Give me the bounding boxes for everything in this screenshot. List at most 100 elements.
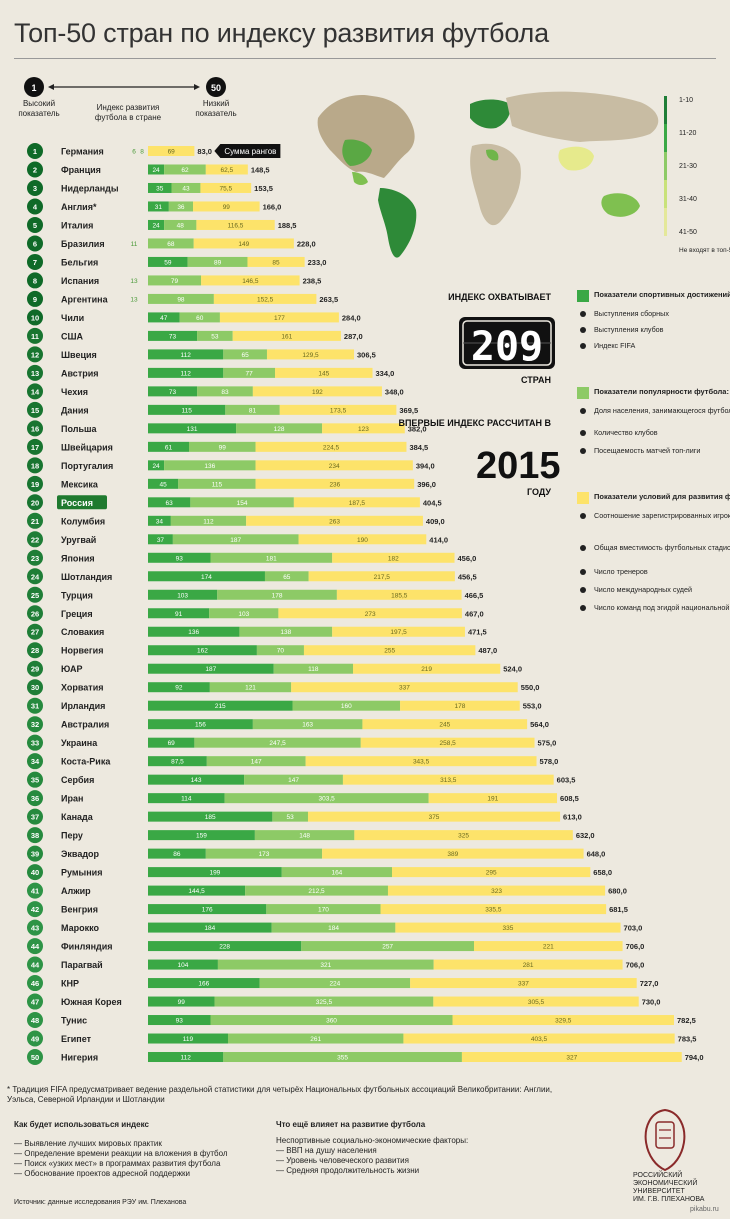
bar-conditions-segment bbox=[266, 349, 355, 360]
rank-badge bbox=[27, 790, 43, 807]
rank-number: 34 bbox=[31, 757, 40, 766]
bar-sport-segment bbox=[148, 811, 273, 822]
bar-sport-segment bbox=[148, 312, 180, 323]
page-title: Топ-50 стран по индексу развития футбола bbox=[14, 18, 549, 48]
rank-badge bbox=[27, 272, 43, 289]
bar-conditions-segment bbox=[336, 589, 462, 600]
rank-number: 37 bbox=[31, 813, 39, 822]
bar-value-label: 313,5 bbox=[440, 777, 457, 784]
map-legend-label: 31-40 bbox=[679, 196, 697, 203]
rank-badge bbox=[27, 420, 43, 437]
bar-popularity-segment bbox=[259, 978, 411, 989]
bar-value-label: 138 bbox=[280, 629, 291, 636]
total-value: 414,0 bbox=[429, 535, 448, 544]
bar-value-label: 8 bbox=[140, 149, 144, 156]
bar-value-label: 219 bbox=[421, 666, 432, 673]
rank-badge bbox=[27, 716, 43, 733]
country-name: Польша bbox=[61, 424, 97, 434]
year-number: 2015 bbox=[476, 445, 561, 487]
total-value: 287,0 bbox=[344, 332, 363, 341]
bar-popularity-segment bbox=[239, 626, 333, 637]
legend-item-icon bbox=[580, 408, 586, 414]
map-legend-swatch bbox=[664, 124, 667, 152]
legend-item-icon bbox=[580, 545, 586, 551]
bar-conditions-segment bbox=[403, 1033, 675, 1044]
bar-popularity-segment bbox=[164, 219, 197, 230]
bar-popularity-segment bbox=[214, 996, 434, 1007]
bar-popularity-segment bbox=[227, 1033, 404, 1044]
world-map bbox=[317, 91, 659, 258]
bar-value-label: 199 bbox=[209, 870, 220, 877]
bar-value-label: 34 bbox=[156, 518, 164, 525]
bar-value-label: 147 bbox=[251, 759, 262, 766]
bar-sport-segment bbox=[148, 904, 267, 915]
total-value: 456,0 bbox=[458, 554, 477, 563]
bar-popularity-segment bbox=[148, 238, 194, 249]
rank-number: 8 bbox=[33, 276, 37, 285]
bar-value-label: 375 bbox=[429, 814, 440, 821]
bar-value-label: 146,5 bbox=[242, 278, 259, 285]
bar-value-label: 73 bbox=[169, 333, 177, 340]
bar-sport-segment bbox=[148, 460, 165, 471]
bar-value-label: 162 bbox=[197, 648, 208, 655]
bar-sport-segment bbox=[148, 182, 172, 193]
country-name: Финляндия bbox=[61, 942, 113, 952]
index-coverage-box bbox=[459, 317, 555, 369]
country-name: Коста-Рика bbox=[61, 757, 111, 767]
bar-sport-segment bbox=[148, 164, 165, 175]
bar-value-label: 212,5 bbox=[308, 888, 325, 895]
total-value: 153,5 bbox=[254, 184, 273, 193]
bar-popularity-segment bbox=[170, 515, 247, 526]
bar-value-label: 166 bbox=[198, 981, 209, 988]
country-name: Перу bbox=[61, 831, 83, 841]
rank-number: 44 bbox=[31, 942, 40, 951]
bar-popularity-segment bbox=[197, 330, 233, 341]
bar-popularity-segment bbox=[194, 737, 361, 748]
total-value: 648,0 bbox=[587, 850, 606, 859]
legend-item-icon bbox=[580, 327, 586, 333]
table-row: 11 США 73 53 161 287,0 bbox=[27, 327, 363, 344]
map-country-australia bbox=[601, 193, 640, 217]
bar-value-label: 327 bbox=[566, 1055, 577, 1062]
total-value: 228,0 bbox=[297, 239, 316, 248]
table-row: 17 Швейцария 61 99 224,5 384,5 bbox=[27, 438, 428, 455]
bar-value-label: 335,5 bbox=[485, 907, 502, 914]
bar-value-label: 45 bbox=[160, 481, 168, 488]
country-name: Япония bbox=[61, 553, 95, 563]
bar-value-label: 154 bbox=[237, 500, 248, 507]
bar-popularity-segment bbox=[217, 589, 337, 600]
table-row: 22 Уругвай 37 187 190 414,0 bbox=[27, 531, 448, 548]
bar-sport-segment bbox=[148, 1052, 224, 1063]
bar-value-label: 69 bbox=[168, 149, 176, 156]
bar-conditions-segment bbox=[322, 423, 405, 434]
bar-popularity-segment bbox=[168, 201, 194, 212]
bar-value-label: 6 bbox=[132, 149, 136, 156]
bar-value-label: 115 bbox=[181, 407, 192, 414]
rank-badge bbox=[27, 475, 43, 492]
legend-item-label: Индекс FIFA bbox=[594, 341, 636, 350]
map-region-north-america bbox=[317, 94, 415, 178]
map-legend-label: Не входят в топ-50 bbox=[679, 247, 730, 254]
bar-popularity-segment bbox=[210, 1015, 453, 1026]
bar-value-label: 89 bbox=[214, 259, 222, 266]
table-row: 20 Россия 63 154 187,5 404,5 bbox=[27, 494, 442, 511]
bar-sport-segment bbox=[148, 552, 211, 563]
bar-sport-segment bbox=[148, 867, 282, 878]
country-name: Англия* bbox=[61, 202, 97, 212]
bar-conditions-segment bbox=[193, 201, 260, 212]
bar-value-label: 170 bbox=[318, 907, 329, 914]
table-row: 35 Сербия 143 147 313,5 603,5 bbox=[27, 771, 575, 788]
high-label: Высокий показатель bbox=[18, 99, 60, 118]
country-name: Чили bbox=[61, 313, 84, 323]
university-emblem bbox=[644, 1108, 686, 1172]
rank-badge bbox=[27, 771, 43, 788]
bar-popularity-segment bbox=[171, 182, 201, 193]
bar-sport-segment bbox=[148, 719, 253, 730]
rank-number: 18 bbox=[31, 461, 39, 470]
usage-title: Как будет использоваться индекс bbox=[14, 1120, 149, 1129]
bar-popularity-segment bbox=[164, 164, 206, 175]
bar-conditions-segment bbox=[279, 404, 397, 415]
total-value: 384,5 bbox=[409, 443, 428, 452]
rank-number: 15 bbox=[31, 406, 39, 415]
